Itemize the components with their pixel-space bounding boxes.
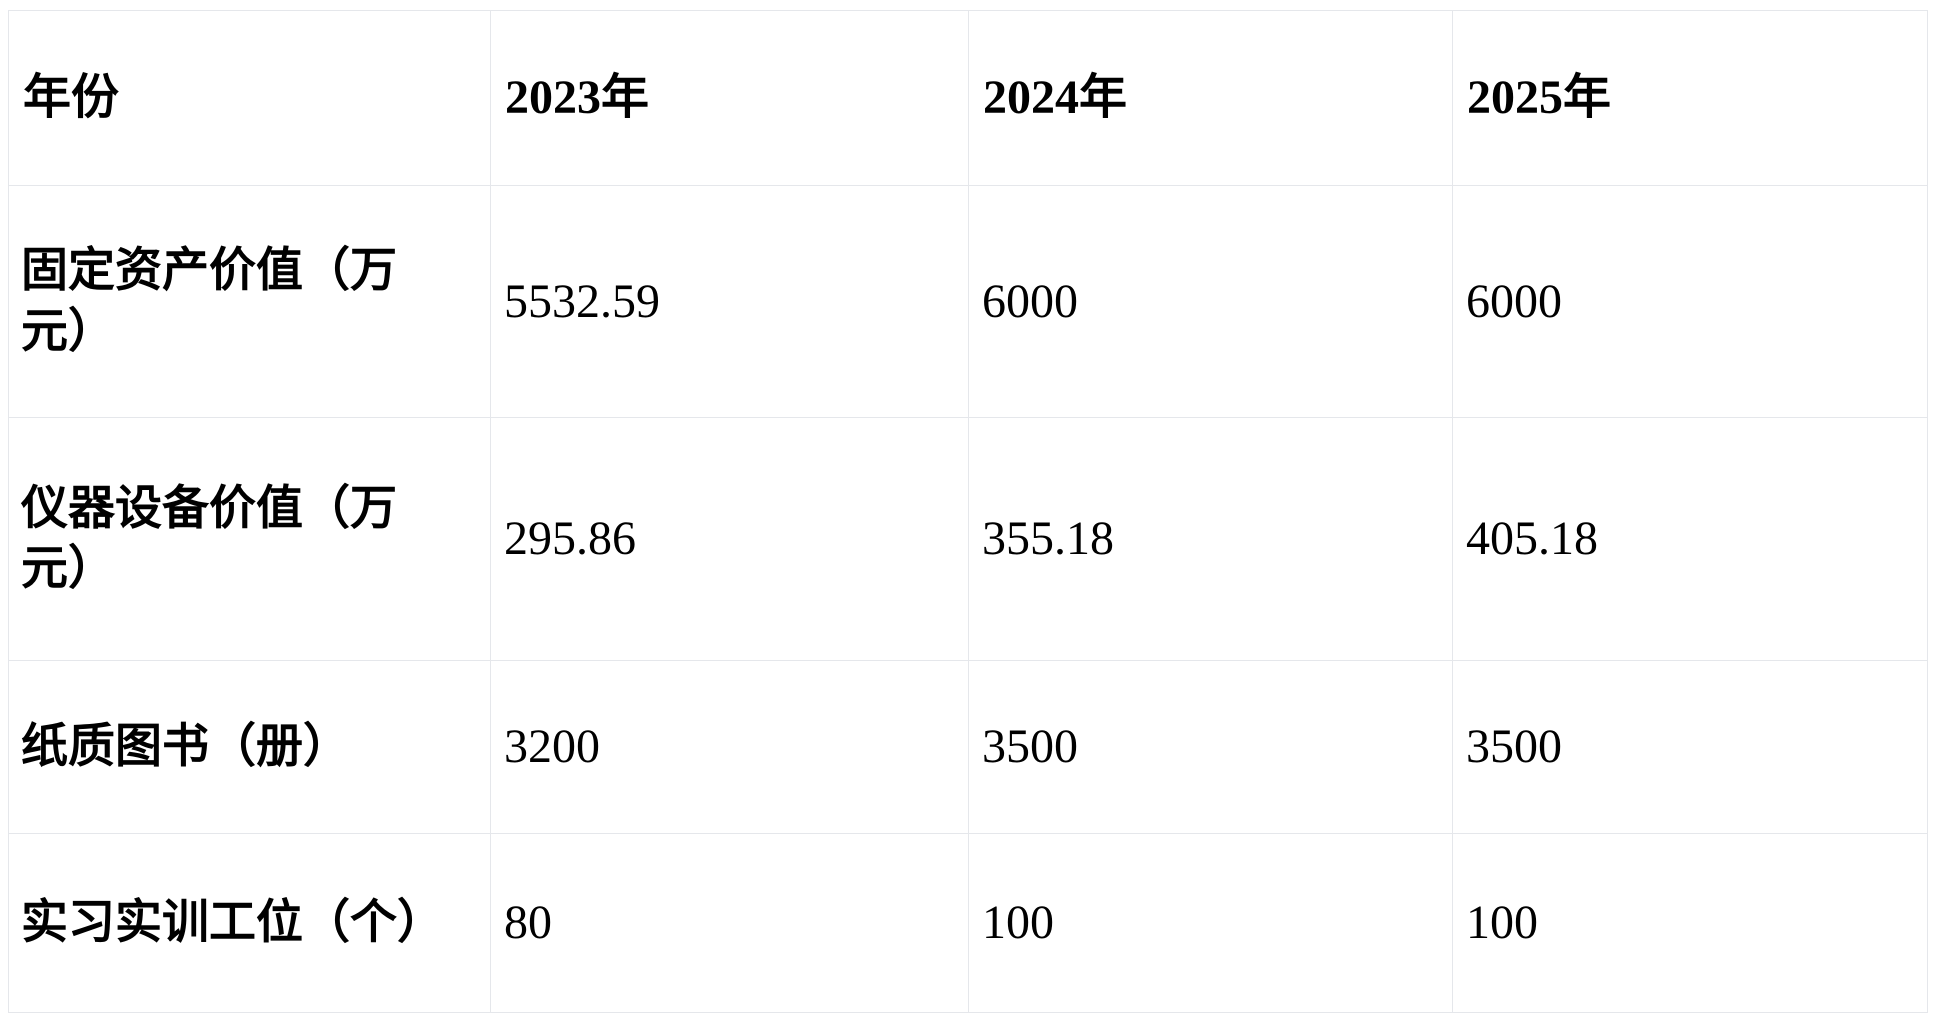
table-row-workstations: 实习实训工位（个） 80 100 100: [8, 833, 1928, 1013]
header-cell-2025: 2025年: [1452, 10, 1928, 186]
yearly-stats-table-container: 年份 2023年 2024年 2025年 固定资产价值（万元） 5532.59 …: [8, 10, 1928, 1013]
cell-value: 6000: [1452, 185, 1928, 418]
cell-value: 80: [490, 833, 969, 1013]
table-row-fixed-assets: 固定资产价值（万元） 5532.59 6000 6000: [8, 185, 1928, 418]
cell-value: 295.86: [490, 417, 969, 661]
table-row-equipment: 仪器设备价值（万元） 295.86 355.18 405.18: [8, 417, 1928, 661]
header-cell-2024: 2024年: [968, 10, 1453, 186]
yearly-stats-table: 年份 2023年 2024年 2025年 固定资产价值（万元） 5532.59 …: [8, 10, 1928, 1013]
header-row: 年份 2023年 2024年 2025年: [8, 10, 1928, 186]
cell-value: 100: [1452, 833, 1928, 1013]
table-row-books: 纸质图书（册） 3200 3500 3500: [8, 660, 1928, 834]
cell-value: 100: [968, 833, 1453, 1013]
cell-value: 405.18: [1452, 417, 1928, 661]
row-label: 仪器设备价值（万元）: [8, 417, 491, 661]
cell-value: 6000: [968, 185, 1453, 418]
cell-value: 5532.59: [490, 185, 969, 418]
header-cell-2023: 2023年: [490, 10, 969, 186]
cell-value: 355.18: [968, 417, 1453, 661]
cell-value: 3500: [968, 660, 1453, 834]
cell-value: 3200: [490, 660, 969, 834]
row-label: 实习实训工位（个）: [8, 833, 491, 1013]
row-label: 纸质图书（册）: [8, 660, 491, 834]
row-label: 固定资产价值（万元）: [8, 185, 491, 418]
cell-value: 3500: [1452, 660, 1928, 834]
header-cell-year: 年份: [8, 10, 491, 186]
